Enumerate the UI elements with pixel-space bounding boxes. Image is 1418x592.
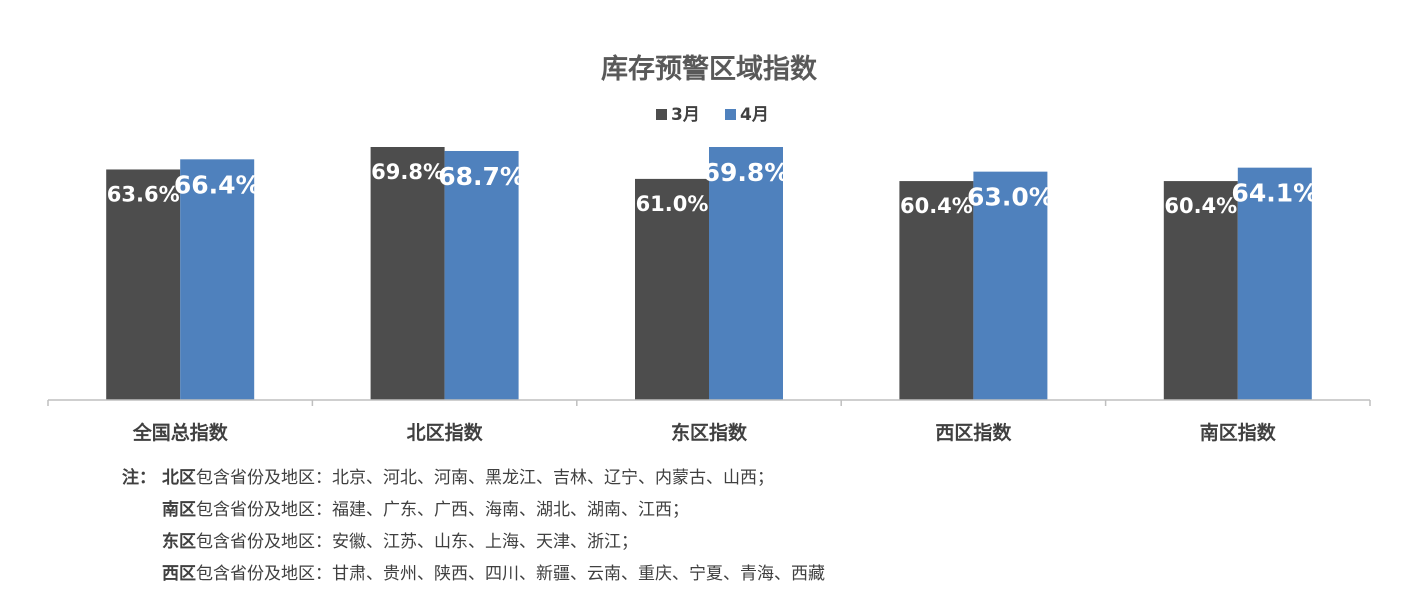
legend-swatch: [725, 109, 736, 120]
data-label: 66.4%: [174, 170, 261, 199]
note-line: 西区包含省份及地区：甘肃、贵州、陕西、四川、新疆、云南、重庆、宁夏、青海、西藏: [122, 558, 825, 590]
note-prefix: 注：: [122, 468, 156, 488]
bar: [444, 150, 519, 400]
data-label: 61.0%: [636, 192, 709, 216]
note-line: 注： 北区包含省份及地区：北京、河北、河南、黑龙江、吉林、辽宁、内蒙古、山西；: [122, 462, 825, 494]
bar: [1163, 181, 1238, 400]
data-label: 69.8%: [703, 158, 790, 187]
note-line: 南区包含省份及地区：福建、广东、广西、海南、湖北、湖南、江西；: [122, 494, 825, 526]
legend: 3月 4月: [656, 105, 769, 125]
bar: [370, 147, 445, 400]
category-label: 南区指数: [1200, 421, 1277, 444]
bar: [635, 178, 709, 400]
note-region: 南区: [162, 500, 196, 520]
bar: [180, 159, 255, 400]
legend-swatch: [656, 109, 667, 120]
bars: 63.6%66.4% 69.8%68.7%61.0%69.8%60.4%63.0%…: [106, 147, 1318, 400]
chart-title: 库存预警区域指数: [601, 54, 818, 85]
x-axis: 全国总指数 北区指数 东区指数 西区指数 南区指数: [47, 399, 1371, 444]
data-label: 63.6%: [107, 182, 180, 206]
note-text: 包含省份及地区：福建、广东、广西、海南、湖北、湖南、江西；: [196, 500, 689, 520]
note-text: 包含省份及地区：甘肃、贵州、陕西、四川、新疆、云南、重庆、宁夏、青海、西藏: [196, 564, 825, 584]
legend-label: 3月: [671, 105, 700, 125]
category-label: 西区指数: [935, 421, 1012, 444]
note-text: 包含省份及地区：北京、河北、河南、黑龙江、吉林、辽宁、内蒙古、山西；: [196, 468, 774, 488]
category-label: 北区指数: [407, 421, 484, 444]
data-label: 60.4%: [900, 194, 973, 218]
note-region: 北区: [162, 468, 196, 488]
notes: 注： 北区包含省份及地区：北京、河北、河南、黑龙江、吉林、辽宁、内蒙古、山西； 南…: [122, 462, 825, 590]
data-label: 64.1%: [1231, 179, 1318, 208]
data-label: 60.4%: [1164, 194, 1237, 218]
note-line: 东区包含省份及地区：安徽、江苏、山东、上海、天津、浙江；: [122, 526, 825, 558]
legend-label: 4月: [740, 105, 769, 125]
data-label: 63.0%: [967, 183, 1054, 212]
note-region: 东区: [162, 532, 196, 552]
category-label: 东区指数: [671, 421, 748, 444]
bar: [709, 147, 783, 400]
bar: [973, 171, 1048, 400]
category-label: 全国总指数: [132, 421, 229, 444]
note-text: 包含省份及地区：安徽、江苏、山东、上海、天津、浙江；: [196, 532, 638, 552]
data-label: 68.7%: [438, 162, 525, 191]
bar: [1237, 167, 1312, 400]
data-label: 69.8%: [371, 160, 444, 184]
note-region: 西区: [162, 564, 196, 584]
bar: [106, 169, 181, 400]
bar: [899, 181, 974, 400]
